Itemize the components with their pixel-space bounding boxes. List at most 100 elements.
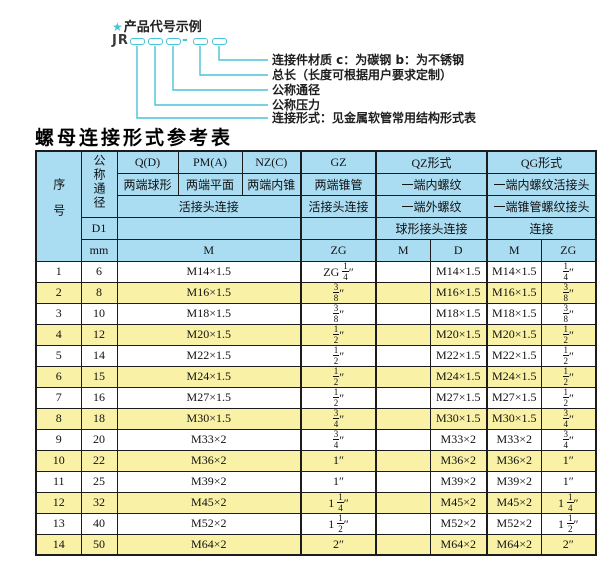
cell-qg-m: M64×2	[486, 533, 542, 556]
col-header-pm-code: PM(A)	[177, 150, 243, 174]
col-header-qz-d: D	[429, 238, 488, 262]
table-row: 9 20 M33×2 3 4 ″ M33×2 M33×2 3 4 ″	[35, 428, 597, 451]
col-header-qg-title: QG形式	[486, 150, 597, 174]
cell-mm: 6	[80, 260, 118, 283]
cell-qg-zg: 1 2 ″	[540, 365, 597, 388]
table-row: 4 12 M20×1.5 1 2 ″ M20×1.5 M20×1.5 1 2 ″	[35, 323, 597, 346]
col-header-union-gz: 活接头连接	[300, 194, 377, 218]
header-row-5: mm M ZG M D M ZG	[36, 238, 597, 262]
diagram-label-connection: 连接形式：见金属软管常用结构形式表	[272, 111, 477, 125]
cell-m: M22×1.5	[116, 344, 302, 367]
cell-seq: 9	[35, 428, 82, 451]
cell-qg-m: M18×1.5	[486, 302, 542, 325]
cell-gz-zg: ZG 1 4 ″	[300, 260, 377, 283]
cell-seq: 6	[35, 365, 82, 388]
diagram-heading-text: 产品代号示例	[123, 20, 202, 35]
cell-qz-d: M36×2	[429, 449, 488, 472]
col-header-d1: D1	[80, 216, 118, 240]
header-spacer-gz	[300, 216, 377, 240]
cell-qg-zg: 1 2 ″	[540, 344, 597, 367]
cell-qg-m: M22×1.5	[486, 344, 542, 367]
table-row: 1 6 M14×1.5 ZG 1 4 ″ M14×1.5 M14×1.5 1 4 ″	[35, 260, 597, 283]
cell-qz-d: M45×2	[429, 491, 488, 514]
nut-connection-table: 序号 公称通径 Q(D) PM(A) NZ(C) GZ QZ形式 QG形式 两端…	[35, 150, 597, 556]
cell-mm: 40	[80, 512, 118, 535]
table-row: 11 25 M39×2 1″ M39×2 M39×2 1″	[35, 470, 597, 493]
cell-qg-zg: 3 4 ″	[540, 428, 597, 451]
header-row-4: D1 球形接头连接 连接	[36, 216, 597, 240]
cell-qz-m	[375, 449, 431, 472]
product-code-prefix: JR	[112, 33, 129, 48]
cell-qg-m: M20×1.5	[486, 323, 542, 346]
cell-seq: 14	[35, 533, 82, 556]
cell-qz-d: M24×1.5	[429, 365, 488, 388]
col-header-qz-desc2: 一端外螺纹	[375, 194, 488, 218]
table-row: 6 15 M24×1.5 1 2 ″ M24×1.5 M24×1.5 1 2 ″	[35, 365, 597, 388]
code-box	[166, 38, 181, 45]
cell-mm: 50	[80, 533, 118, 556]
cell-gz-zg: 1 1 2 ″	[300, 512, 377, 535]
col-header-qg-m: M	[486, 238, 542, 262]
cell-m: M36×2	[116, 449, 302, 472]
col-header-qz-m: M	[375, 238, 431, 262]
col-header-q-desc: 两端球形	[116, 172, 179, 196]
cell-seq: 8	[35, 407, 82, 430]
cell-seq: 1	[35, 260, 82, 283]
cell-qz-d: M39×2	[429, 470, 488, 493]
cell-qg-m: M27×1.5	[486, 386, 542, 409]
cell-qz-m	[375, 407, 431, 430]
cell-mm: 18	[80, 407, 118, 430]
cell-gz-zg: 3 4 ″	[300, 407, 377, 430]
cell-gz-zg: 1 2 ″	[300, 386, 377, 409]
cell-gz-zg: 1 2 ″	[300, 323, 377, 346]
cell-mm: 12	[80, 323, 118, 346]
cell-gz-zg: 3 4 ″	[300, 428, 377, 451]
cell-qz-d: M14×1.5	[429, 260, 488, 283]
cell-qz-m	[375, 344, 431, 367]
table-row: 13 40 M52×2 1 1 2 ″ M52×2 M52×2 1 1 2 ″	[35, 512, 597, 535]
col-header-gz-code: GZ	[300, 150, 377, 174]
cell-seq: 2	[35, 281, 82, 304]
cell-mm: 10	[80, 302, 118, 325]
cell-qg-m: M52×2	[486, 512, 542, 535]
col-header-qz-connect: 球形接头连接	[375, 216, 488, 240]
cell-qg-m: M39×2	[486, 470, 542, 493]
cell-qg-m: M24×1.5	[486, 365, 542, 388]
code-box	[193, 38, 208, 45]
col-header-diameter: 公称通径	[80, 150, 118, 218]
col-header-qg-desc2: 一端锥管螺纹接头	[486, 194, 597, 218]
col-header-qg-zg: ZG	[540, 238, 597, 262]
cell-mm: 15	[80, 365, 118, 388]
code-dash: -	[182, 32, 188, 48]
cell-m: M18×1.5	[116, 302, 302, 325]
col-header-q-code: Q(D)	[116, 150, 179, 174]
star-icon: ★	[112, 20, 123, 34]
cell-mm: 16	[80, 386, 118, 409]
col-header-nz-code: NZ(C)	[241, 150, 302, 174]
cell-qg-m: M36×2	[486, 449, 542, 472]
col-header-qz-desc: 一端内螺纹	[375, 172, 488, 196]
cell-gz-zg: 1 2 ″	[300, 365, 377, 388]
cell-mm: 14	[80, 344, 118, 367]
cell-qg-zg: 1 1 4 ″	[540, 491, 597, 514]
cell-mm: 25	[80, 470, 118, 493]
cell-m: M39×2	[116, 470, 302, 493]
cell-mm: 32	[80, 491, 118, 514]
table-row: 10 22 M36×2 1″ M36×2 M36×2 1″	[35, 449, 597, 472]
cell-gz-zg: 1 1 4 ″	[300, 491, 377, 514]
cell-qz-m	[375, 428, 431, 451]
cell-m: M52×2	[116, 512, 302, 535]
cell-qz-d: M52×2	[429, 512, 488, 535]
header-row-1: 序号 公称通径 Q(D) PM(A) NZ(C) GZ QZ形式 QG形式	[35, 150, 597, 262]
cell-qz-d: M33×2	[429, 428, 488, 451]
cell-seq: 12	[35, 491, 82, 514]
col-header-gz-desc: 两端锥管	[300, 172, 377, 196]
table-row: 14 50 M64×2 2″ M64×2 M64×2 2″	[35, 533, 597, 556]
cell-qg-m: M33×2	[486, 428, 542, 451]
cell-gz-zg: 1″	[300, 470, 377, 493]
cell-seq: 5	[35, 344, 82, 367]
cell-qz-d: M27×1.5	[429, 386, 488, 409]
cell-m: M14×1.5	[116, 260, 302, 283]
table-row: 12 32 M45×2 1 1 4 ″ M45×2 M45×2 1 1 4 ″	[35, 491, 597, 514]
col-header-pm-desc: 两端平面	[177, 172, 243, 196]
